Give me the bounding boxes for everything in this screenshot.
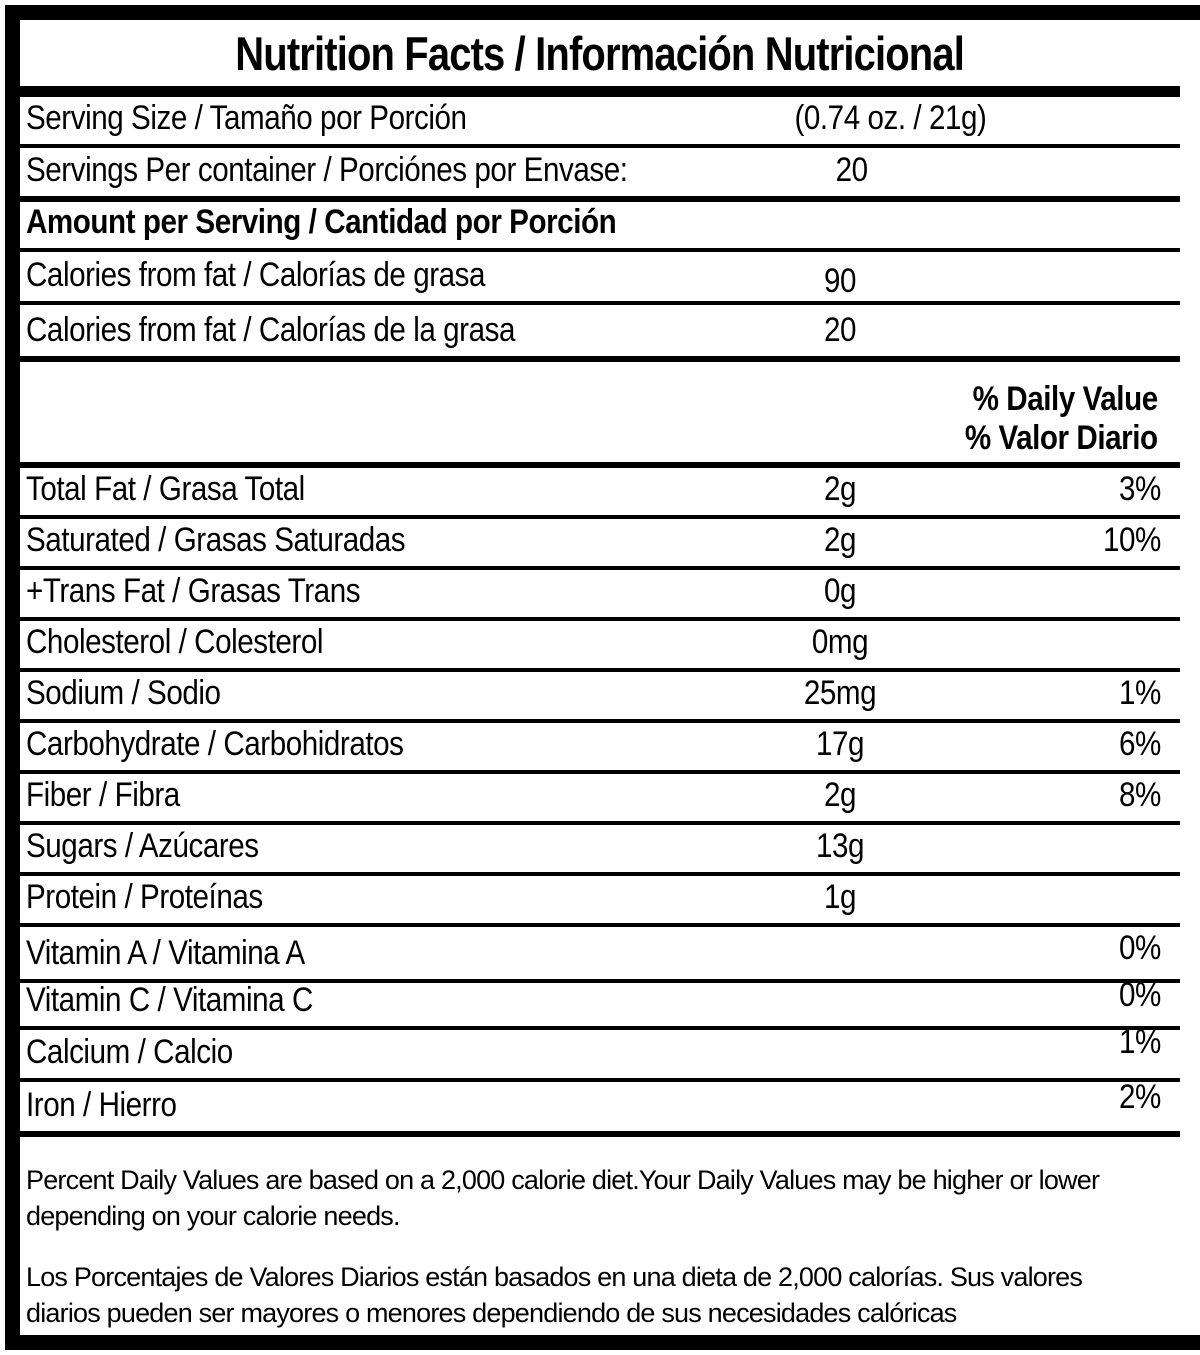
nutrient-amount: 2g [823, 776, 857, 814]
servings-per-container-value: 20 [836, 151, 869, 189]
footnote-english: Percent Daily Values are based on a 2,00… [26, 1165, 1100, 1231]
nutrient-row-sugars: Sugars / Azúcares 13g [20, 825, 1180, 876]
nutrient-row-sodium: Sodium / Sodio 25mg 1% [20, 672, 1180, 723]
nutrient-daily-value: 0% [1118, 976, 1161, 1014]
nutrient-row-vitamin-a: Vitamin A / Vitamina A 0% [20, 927, 1180, 983]
nutrient-row-iron: Iron / Hierro 2% [20, 1078, 1180, 1137]
serving-size-label: Serving Size / Tamaño por Porción [26, 99, 467, 137]
nutrient-label: Iron / Hierro [26, 1086, 177, 1124]
nutrient-row-total-fat: Total Fat / Grasa Total 2g 3% [20, 468, 1180, 519]
nutrient-label: Saturated / Grasas Saturadas [26, 521, 406, 559]
nutrient-label: Calcium / Calcio [26, 1033, 233, 1071]
calories-from-fat-value: 20 [823, 311, 857, 349]
calories-from-fat-row: Calories from fat / Calorías de la grasa… [20, 305, 1180, 362]
nutrient-amount: 13g [815, 827, 865, 865]
nutrient-row-carbohydrate: Carbohydrate / Carbohidratos 17g 6% [20, 723, 1180, 774]
nutrient-label: Fiber / Fibra [26, 776, 180, 814]
nutrient-row-calcium: Calcium / Calcio 1% [20, 1023, 1180, 1082]
nutrient-label: Vitamin A / Vitamina A [26, 934, 305, 972]
nutrient-amount: 2g [823, 521, 857, 559]
label-title-text: Nutrition Facts / Información Nutriciona… [235, 26, 966, 80]
amount-per-serving-header-row: Amount per Serving / Cantidad por Porció… [20, 202, 1180, 252]
nutrient-daily-value: 2% [1118, 1078, 1161, 1116]
nutrient-daily-value: 6% [1118, 725, 1161, 763]
nutrient-amount: 0g [823, 572, 857, 610]
nutrient-row-saturated-fat: Saturated / Grasas Saturadas 2g 10% [20, 519, 1180, 570]
nutrient-row-trans-fat: +Trans Fat / Grasas Trans 0g [20, 570, 1180, 621]
nutrient-label: Protein / Proteínas [26, 878, 263, 916]
nutrient-label: Carbohydrate / Carbohidratos [26, 725, 404, 763]
nutrient-daily-value: 0% [1118, 929, 1161, 967]
nutrient-row-protein: Protein / Proteínas 1g [20, 876, 1180, 927]
nutrient-label: Sugars / Azúcares [26, 827, 259, 865]
calories-from-fat-label: Calories from fat / Calorías de la grasa [26, 311, 515, 349]
servings-per-container-row: Servings Per container / Porciónes por E… [20, 148, 1180, 202]
calories-label: Calories from fat / Calorías de grasa [26, 256, 486, 294]
nutrient-daily-value: 10% [1102, 521, 1161, 559]
nutrient-label: Vitamin C / Vitamina C [26, 981, 313, 1019]
nutrient-daily-value: 3% [1118, 470, 1161, 508]
nutrient-label: Sodium / Sodio [26, 674, 221, 712]
nutrient-label: Total Fat / Grasa Total [26, 470, 305, 508]
calories-value: 90 [823, 262, 857, 300]
nutrient-daily-value: 8% [1118, 776, 1161, 814]
nutrient-amount: 17g [815, 725, 865, 763]
nutrient-row-fiber: Fiber / Fibra 2g 8% [20, 774, 1180, 825]
nutrient-daily-value: 1% [1118, 674, 1161, 712]
nutrient-amount: 2g [823, 470, 857, 508]
daily-value-header-es: % Valor Diario [965, 419, 1158, 457]
nutrient-amount: 25mg [803, 674, 877, 712]
servings-per-container-label: Servings Per container / Porciónes por E… [26, 151, 628, 189]
title-divider-bar [20, 86, 1180, 97]
nutrition-facts-label: Nutrition Facts / Información Nutriciona… [5, 5, 1200, 1350]
nutrient-amount: 1g [823, 878, 857, 916]
calories-row: Calories from fat / Calorías de grasa 90 [20, 252, 1180, 305]
daily-value-header-block: % Daily Value % Valor Diario [20, 362, 1180, 468]
serving-size-row: Serving Size / Tamaño por Porción (0.74 … [20, 97, 1180, 148]
serving-size-value: (0.74 oz. / 21g) [794, 99, 987, 137]
nutrient-daily-value: 1% [1118, 1023, 1161, 1061]
daily-value-header-en: % Daily Value [972, 380, 1159, 418]
nutrient-label: Cholesterol / Colesterol [26, 623, 324, 661]
footnotes: Percent Daily Values are based on a 2,00… [20, 1137, 1180, 1332]
amount-per-serving-header: Amount per Serving / Cantidad por Porció… [26, 203, 617, 241]
nutrient-row-vitamin-c: Vitamin C / Vitamina C 0% [20, 976, 1180, 1030]
footnote-spanish: Los Porcentajes de Valores Diarios están… [26, 1262, 1083, 1328]
nutrient-label: +Trans Fat / Grasas Trans [26, 572, 361, 610]
nutrient-row-cholesterol: Cholesterol / Colesterol 0mg [20, 621, 1180, 672]
nutrient-amount: 0mg [811, 623, 869, 661]
label-title: Nutrition Facts / Información Nutriciona… [20, 20, 1180, 86]
